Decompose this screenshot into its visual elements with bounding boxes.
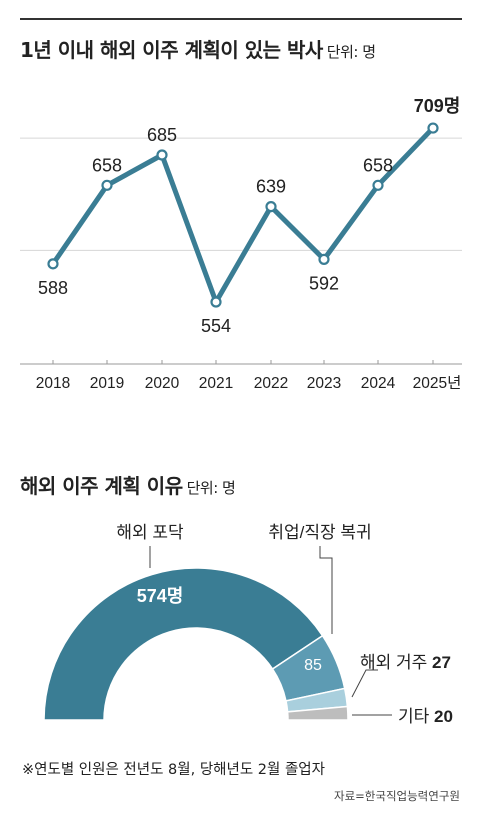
slice-category-label: 해외 거주 27 [360, 653, 451, 672]
slice-category-label: 기타 20 [398, 707, 453, 726]
slice-category-label: 취업/직장 복귀 [268, 523, 371, 542]
x-tick-label: 2023 [307, 375, 341, 392]
line-chart-title-text: 1년 이내 해외 이주 계획이 있는 박사 [20, 38, 323, 62]
slice-value-label: 85 [304, 657, 322, 674]
line-chart-title: 1년 이내 해외 이주 계획이 있는 박사 단위: 명 [20, 34, 376, 63]
value-label: 658 [92, 155, 122, 175]
footnote: ※연도별 인원은 전년도 8월, 당해년도 2월 졸업자 [22, 762, 325, 778]
slice-category-label: 해외 포닥 [116, 523, 184, 542]
data-point [210, 296, 222, 308]
data-point [427, 122, 439, 134]
donut-chart-unit: 단위: 명 [186, 479, 236, 497]
leader-line [319, 546, 333, 634]
x-tick-label: 2018 [36, 375, 70, 392]
slice-other [286, 705, 349, 721]
slice-value-label: 27 [427, 653, 451, 672]
data-point [47, 258, 59, 270]
value-label: 709명 [414, 96, 461, 116]
value-label: 554 [201, 316, 231, 336]
slice-value-label: 20 [429, 707, 453, 726]
x-tick-label: 2021 [199, 375, 233, 392]
line-chart-unit: 단위: 명 [326, 43, 376, 61]
x-tick-label: 2024 [361, 375, 396, 392]
slice-overseas-postdoc [43, 567, 324, 721]
value-label: 685 [147, 125, 177, 145]
slice-value-label: 574명 [137, 586, 184, 606]
top-rule [20, 18, 462, 20]
data-point [265, 201, 277, 213]
donut-chart-title-text: 해외 이주 계획 이유 [20, 474, 183, 498]
data-point [101, 179, 113, 191]
x-tick-label: 2020 [145, 375, 180, 392]
data-point [372, 179, 384, 191]
donut-chart-title: 해외 이주 계획 이유 단위: 명 [20, 470, 236, 499]
value-label: 658 [363, 155, 393, 175]
value-label: 588 [38, 278, 68, 298]
value-label: 639 [256, 177, 286, 197]
value-label: 592 [309, 273, 339, 293]
source-credit: 자료=한국직업능력연구원 [333, 789, 460, 803]
data-point [318, 253, 330, 265]
data-point [156, 149, 168, 161]
x-tick-label: 2025년 [413, 374, 462, 392]
x-tick-label: 2019 [90, 375, 124, 392]
series-line [50, 125, 436, 305]
x-tick-label: 2022 [254, 375, 288, 392]
line-chart: 588 658 685 554 639 592 658 709명 2018 2019 2020 202… [20, 96, 462, 392]
leader-line [351, 669, 378, 698]
